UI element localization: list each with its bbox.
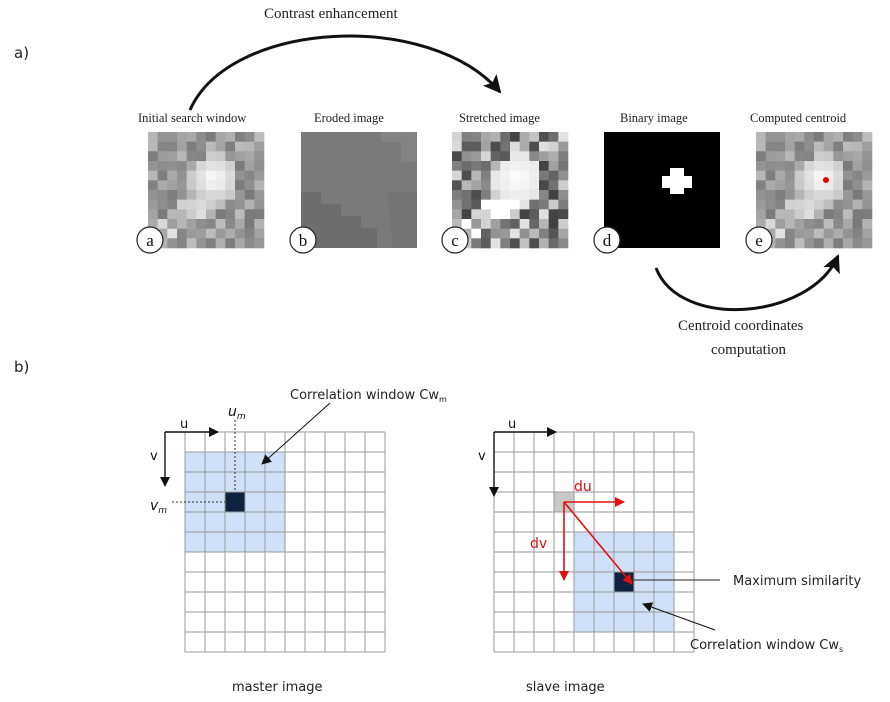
slave-caption: slave image — [526, 680, 605, 695]
panel-a-label: a) — [14, 44, 30, 62]
badge-b-text: b — [299, 231, 308, 250]
badge-d: d — [593, 226, 621, 254]
slave-window-pointer — [642, 602, 716, 631]
tile-computed-centroid — [756, 132, 873, 249]
step-title-eroded: Eroded image — [314, 111, 384, 125]
master-caption: master image — [232, 680, 323, 695]
badge-d-text: d — [603, 231, 612, 250]
panel-b-label: b) — [14, 358, 30, 376]
master-window-label: Correlation window Cwm — [290, 388, 447, 404]
master-window-pointer — [261, 402, 331, 465]
displacement-arrow — [563, 501, 633, 585]
badge-b: b — [289, 226, 317, 254]
step-title-binary: Binary image — [620, 111, 688, 125]
step-title-initial: Initial search window — [138, 111, 247, 125]
max-similarity-label: Maximum similarity — [733, 574, 861, 589]
tile-initial-search-window — [148, 132, 265, 249]
centroid-computation-label-line2: computation — [711, 342, 786, 358]
tile-stretched-image — [452, 132, 569, 249]
master-u-label: u — [180, 417, 188, 432]
master-center-pixel — [225, 492, 245, 512]
slave-u-label: u — [508, 417, 516, 432]
vm-label: vm — [150, 498, 167, 516]
badge-c-text: c — [451, 231, 459, 250]
step-title-centroid: Computed centroid — [750, 111, 847, 125]
centroid-computation-label-line1: Centroid coordinates — [678, 318, 804, 334]
contrast-enhancement-label: Contrast enhancement — [264, 6, 398, 22]
du-label: du — [574, 479, 592, 495]
tile-eroded-image — [301, 132, 417, 248]
um-label: um — [228, 404, 246, 422]
badge-e: e — [745, 226, 773, 254]
badge-a-text: a — [146, 231, 154, 250]
tile-binary-image — [604, 132, 720, 248]
badge-a: a — [136, 226, 164, 254]
step-title-stretched: Stretched image — [459, 111, 540, 125]
master-grid — [184, 431, 386, 653]
slave-grid — [493, 431, 695, 653]
slave-window-label: Correlation window Cws — [690, 638, 843, 654]
badge-e-text: e — [755, 231, 763, 250]
slave-v-label: v — [478, 449, 486, 464]
computed-centroid-dot — [823, 177, 829, 183]
contrast-enhancement-arrow — [188, 34, 502, 111]
centroid-computation-arrow — [654, 254, 840, 312]
dv-label: dv — [530, 536, 547, 552]
master-v-label: v — [150, 449, 158, 464]
badge-c: c — [441, 226, 469, 254]
